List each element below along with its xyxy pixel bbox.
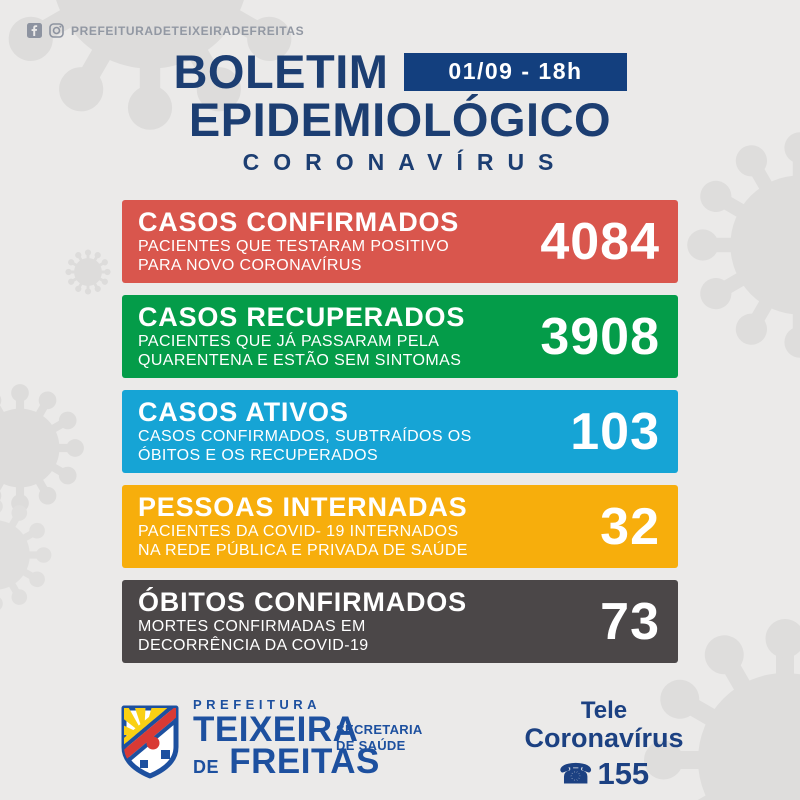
card-desc-line2: DECORRÊNCIA DA COVID-19	[138, 636, 369, 654]
page-title-line2: EPIDEMIOLÓGICO	[188, 92, 612, 146]
virus-watermark	[64, 248, 112, 296]
virus-watermark	[0, 380, 88, 516]
card-casos-ativos: CASOS ATIVOS CASOS CONFIRMADOS, SUBTRAÍD…	[122, 390, 678, 473]
card-value: 32	[600, 497, 660, 556]
card-desc-line1: PACIENTES QUE JÁ PASSARAM PELA	[138, 332, 440, 350]
card-value: 103	[570, 402, 660, 461]
tele-line1: Tele	[580, 697, 628, 724]
card-value: 3908	[540, 307, 660, 366]
instagram-icon[interactable]	[49, 23, 64, 38]
city-shield-icon	[121, 705, 179, 779]
card-desc-line1: MORTES CONFIRMADAS EM	[138, 617, 366, 635]
logo-pretitle: PREFEITURA	[193, 697, 322, 712]
tele-line2: Coronavírus	[524, 723, 684, 754]
facebook-icon[interactable]	[27, 23, 42, 38]
virus-watermark	[0, 495, 55, 615]
card-casos-recuperados: CASOS RECUPERADOS PACIENTES QUE JÁ PASSA…	[122, 295, 678, 378]
logo-name-line1: TEIXEIRA	[193, 710, 359, 749]
logo-name-line2: DE FREITAS	[193, 744, 380, 779]
card-pessoas-internadas: PESSOAS INTERNADAS PACIENTES DA COVID- 1…	[122, 485, 678, 568]
prefeitura-logo: PREFEITURA TEIXEIRA DE FREITAS	[120, 697, 380, 780]
card-title: CASOS ATIVOS	[138, 397, 349, 428]
stat-cards: CASOS CONFIRMADOS PACIENTES QUE TESTARAM…	[122, 200, 678, 663]
card-value: 4084	[540, 212, 660, 271]
card-obitos-confirmados: ÓBITOS CONFIRMADOS MORTES CONFIRMADAS EM…	[122, 580, 678, 663]
card-desc-line2: NA REDE PÚBLICA E PRIVADA DE SAÚDE	[138, 541, 468, 559]
card-title: CASOS CONFIRMADOS	[138, 207, 460, 238]
card-title: PESSOAS INTERNADAS	[138, 492, 468, 523]
secretaria-de-saude-label: SECRETARIA DE SAÚDE	[336, 722, 423, 753]
card-desc-line1: PACIENTES QUE TESTARAM POSITIVO	[138, 237, 450, 255]
page-subtitle: CORONAVÍRUS	[242, 148, 568, 175]
tele-coronavirus: Tele Coronavírus ☎ 155	[518, 698, 690, 792]
card-desc-line2: QUARENTENA E ESTÃO SEM SINTOMAS	[138, 351, 462, 369]
card-desc-line2: ÓBITOS E OS RECUPERADOS	[138, 446, 379, 464]
card-title: CASOS RECUPERADOS	[138, 302, 466, 333]
card-casos-confirmados: CASOS CONFIRMADOS PACIENTES QUE TESTARAM…	[122, 200, 678, 283]
logo-name-de: DE	[193, 756, 220, 777]
social-bar: PREFEITURADETEIXEIRADEFREITAS	[27, 23, 304, 38]
date-badge: 01/09 - 18h	[404, 52, 627, 91]
card-desc-line1: PACIENTES DA COVID- 19 INTERNADOS	[138, 522, 459, 540]
card-desc-line1: CASOS CONFIRMADOS, SUBTRAÍDOS OS	[138, 427, 472, 445]
logo-name-freitas: FREITAS	[229, 741, 380, 781]
social-handle: PREFEITURADETEIXEIRADEFREITAS	[71, 23, 305, 38]
page-title-line1: BOLETIM	[173, 45, 389, 98]
card-desc-line2: PARA NOVO CORONAVÍRUS	[138, 256, 362, 274]
card-value: 73	[600, 592, 660, 651]
tele-phone-number: 155	[597, 756, 650, 792]
header: BOLETIM 01/09 - 18h EPIDEMIOLÓGICO CORON…	[0, 48, 800, 176]
card-title: ÓBITOS CONFIRMADOS	[138, 587, 467, 618]
telephone-icon: ☎	[558, 758, 593, 789]
